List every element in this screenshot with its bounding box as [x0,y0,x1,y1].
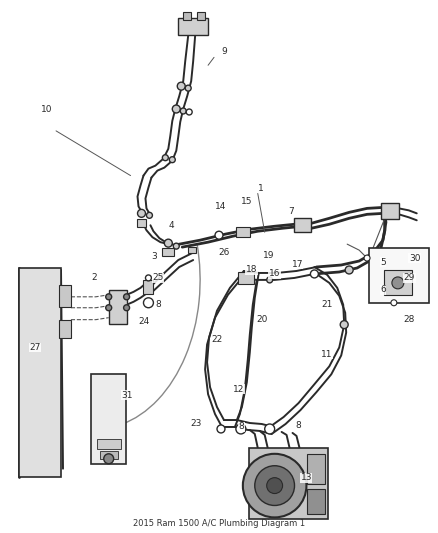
Circle shape [145,275,152,281]
Bar [293,219,311,232]
Bar [307,454,325,483]
Circle shape [162,155,168,160]
Text: 21: 21 [321,300,333,309]
Text: 2: 2 [92,273,97,282]
Circle shape [177,82,185,90]
Circle shape [391,300,397,306]
Bar [162,248,174,256]
Circle shape [172,105,180,113]
Bar [178,18,208,36]
Text: 15: 15 [241,197,252,206]
Text: 8: 8 [296,422,301,431]
Text: 29: 29 [404,273,415,282]
Bar [183,12,191,20]
Circle shape [164,239,172,247]
Bar [97,439,120,449]
Text: 14: 14 [215,202,226,211]
Text: 31: 31 [122,391,133,400]
Bar [369,248,429,303]
Text: 30: 30 [409,254,420,263]
Bar [144,280,153,294]
Circle shape [311,270,318,278]
Circle shape [180,108,186,114]
Circle shape [104,454,114,464]
Text: 6: 6 [380,285,386,294]
Text: 8: 8 [239,423,245,432]
Circle shape [392,277,404,289]
Circle shape [364,255,370,261]
Text: 3: 3 [152,252,157,261]
Circle shape [106,305,112,311]
Text: 4: 4 [168,221,174,230]
Bar [91,374,126,464]
Text: 8: 8 [155,300,161,309]
Circle shape [215,231,223,239]
Circle shape [124,305,130,311]
Bar [188,247,196,253]
Bar [19,268,61,477]
Circle shape [170,157,175,163]
Bar [197,12,205,20]
Text: 27: 27 [29,343,41,352]
Bar [137,219,146,227]
Circle shape [124,294,130,300]
Circle shape [138,209,145,217]
Bar [384,270,412,295]
Text: 18: 18 [246,265,258,274]
Bar [238,272,254,284]
Bar [109,290,127,324]
Circle shape [267,478,283,494]
Text: 17: 17 [292,260,303,269]
Text: 13: 13 [300,473,312,482]
Circle shape [267,277,273,283]
Bar [236,227,250,237]
Circle shape [173,243,179,249]
Text: 9: 9 [221,47,227,56]
Circle shape [340,321,348,329]
Bar [59,285,71,307]
Circle shape [345,266,353,274]
Text: 19: 19 [263,251,274,260]
Circle shape [217,425,225,433]
Circle shape [106,294,112,300]
Circle shape [146,212,152,219]
Text: 11: 11 [321,350,333,359]
Bar [307,489,325,514]
Text: 28: 28 [404,315,415,324]
Text: 25: 25 [152,273,164,282]
Text: 23: 23 [190,419,201,429]
Text: 1: 1 [258,184,264,193]
Circle shape [236,424,246,434]
Text: 26: 26 [218,248,230,256]
Text: 10: 10 [41,104,53,114]
Bar [100,451,118,459]
Text: 12: 12 [233,385,244,394]
Text: 5: 5 [380,257,386,266]
Circle shape [185,85,191,91]
Text: 22: 22 [211,335,223,344]
Bar [381,204,399,219]
Bar [59,320,71,337]
Circle shape [243,454,307,518]
Circle shape [255,466,294,505]
Text: 16: 16 [268,270,280,278]
Text: 7: 7 [289,207,294,216]
Circle shape [144,298,153,308]
Text: 20: 20 [257,315,268,324]
Circle shape [265,424,275,434]
Text: 2015 Ram 1500 A/C Plumbing Diagram 1: 2015 Ram 1500 A/C Plumbing Diagram 1 [133,519,305,528]
Bar [249,448,328,519]
Circle shape [186,109,192,115]
Text: 24: 24 [138,317,150,326]
